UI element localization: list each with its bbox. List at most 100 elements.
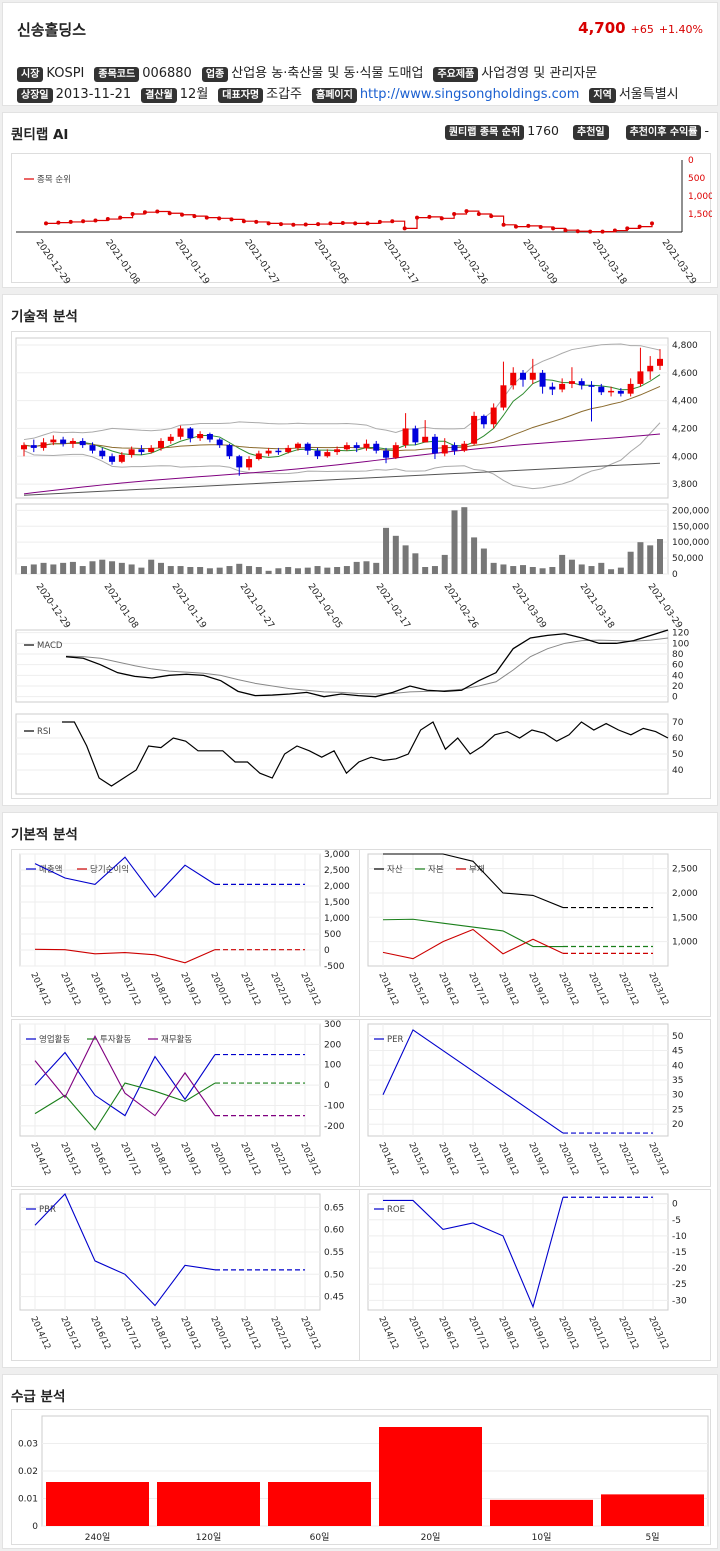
volume-bar: [490, 562, 497, 574]
candle-body: [441, 445, 448, 454]
volume-bar: [216, 567, 223, 574]
candle-body: [422, 436, 429, 443]
candle-body: [167, 436, 174, 441]
rank-point: [68, 219, 73, 224]
volume-bar: [598, 562, 605, 574]
rank-point: [637, 224, 642, 229]
x-tick-label: 2021/12: [238, 1315, 262, 1351]
y-tick-label: 100: [324, 1061, 341, 1071]
stock-price: 4,700 +65 +1.40%: [578, 19, 703, 37]
x-tick-label: 2019/12: [526, 1315, 550, 1351]
legend-label: 투자활동: [100, 1034, 131, 1045]
quantlab-card: 퀀티랩 AI 퀀티랩 종목 순위 1760 추천일 추천이후 수익률 - 0 500 1…: [2, 112, 718, 288]
candle-body: [520, 372, 527, 380]
y-tick-label: 500: [324, 930, 341, 940]
legend-label: 종목 순위: [37, 175, 71, 185]
volume-bar: [294, 568, 301, 574]
x-tick-label: 2014/12: [28, 1141, 52, 1177]
candle-body: [451, 445, 458, 451]
x-tick-label: 2018/12: [148, 971, 172, 1007]
info-label: 시장: [17, 67, 44, 82]
y-tick-label: 80: [672, 650, 684, 660]
volume-bar: [167, 566, 174, 574]
x-tick-label: 2020-12-29: [34, 582, 72, 631]
x-tick-label: 2021-01-08: [103, 238, 141, 284]
rec-return-value: -: [704, 123, 709, 138]
candle-body: [412, 428, 419, 443]
plot-area: [367, 853, 669, 967]
legend-label: PBR: [39, 1205, 56, 1215]
volume-bar: [89, 561, 96, 574]
rank-point: [365, 221, 370, 226]
x-tick-label: 2023/12: [298, 1141, 322, 1177]
candle-body: [30, 445, 37, 448]
stock-name: 신송홀딩스: [17, 21, 87, 39]
volume-bar: [373, 562, 380, 574]
x-tick-label: 2019/12: [178, 1141, 202, 1177]
volume-bar: [510, 566, 517, 574]
candle-body: [617, 390, 624, 394]
info-value: KOSPI: [46, 66, 85, 81]
y-tick-label: 3,800: [672, 480, 698, 490]
rank-point: [513, 224, 518, 229]
volume-bar: [206, 568, 213, 574]
rank-point: [439, 216, 444, 221]
x-tick-label: 2015/12: [58, 1315, 82, 1351]
x-tick-label: 2022/12: [268, 1141, 292, 1177]
volume-bar: [285, 567, 292, 574]
rank-point: [105, 217, 110, 222]
y-tick-label: 30: [672, 1091, 684, 1101]
y-tick-label: -500: [324, 962, 345, 972]
y-tick-label: -100: [324, 1101, 345, 1111]
series-line: [383, 853, 564, 909]
y-tick-label: 0.65: [324, 1203, 344, 1213]
x-tick-label: 2021-01-27: [238, 582, 276, 631]
x-tick-label: 2017/12: [118, 1141, 142, 1177]
volume-bar: [363, 561, 370, 574]
x-tick-label: 2021-01-19: [170, 582, 208, 631]
x-tick-label: 2018/12: [496, 1141, 520, 1177]
x-tick-label: 120일: [196, 1532, 221, 1543]
rank-point: [167, 211, 172, 216]
x-tick-label: 2016/12: [88, 1141, 112, 1177]
volume-bar: [118, 562, 125, 574]
y-tick-label: 1,000: [688, 192, 712, 202]
candle-body: [79, 440, 86, 446]
rank-point: [415, 215, 420, 220]
volume-bar: [148, 559, 155, 574]
homepage-link[interactable]: http://www.singsongholdings.com: [359, 87, 580, 102]
x-tick-label: 240일: [85, 1532, 110, 1543]
rank-point: [353, 221, 358, 226]
candle-body: [627, 383, 634, 394]
volume-bar: [451, 510, 458, 574]
x-tick-label: 2016/12: [88, 1315, 112, 1351]
volume-bar: [461, 507, 468, 574]
candle-body: [383, 450, 390, 458]
volume-bar: [30, 564, 37, 574]
legend-label: 재무활동: [161, 1034, 192, 1045]
candle-body: [109, 456, 116, 462]
volume-bar: [471, 537, 478, 574]
x-tick-label: 2015/12: [406, 1315, 430, 1351]
x-tick-label: 2021/12: [586, 971, 610, 1007]
x-tick-label: 2016/12: [436, 1141, 460, 1177]
x-tick-label: 2022/12: [268, 1315, 292, 1351]
y-tick-label: 4,600: [672, 369, 698, 379]
x-tick-label: 2021-02-05: [312, 238, 350, 284]
x-tick-label: 10일: [532, 1532, 552, 1543]
rank-point: [575, 229, 580, 234]
x-tick-label: 2022/12: [616, 971, 640, 1007]
y-tick-label: -25: [672, 1280, 687, 1290]
volume-bar: [197, 567, 204, 574]
x-tick-label: 2014/12: [376, 1315, 400, 1351]
candle-body: [608, 390, 615, 393]
rank-point: [266, 221, 271, 226]
volume-bar: [559, 554, 566, 574]
balance-chart: 1,000 1,500 2,000 2,500 자산 자본 부채 2014/12 2015/12…: [359, 849, 711, 1017]
x-tick-label: 2020/12: [208, 1141, 232, 1177]
volume-bar: [50, 564, 57, 574]
y-tick-label: 60: [672, 734, 684, 744]
x-tick-label: 2020-12-29: [34, 238, 72, 284]
volume-bar: [275, 568, 282, 574]
legend-label: 부채: [469, 864, 485, 875]
